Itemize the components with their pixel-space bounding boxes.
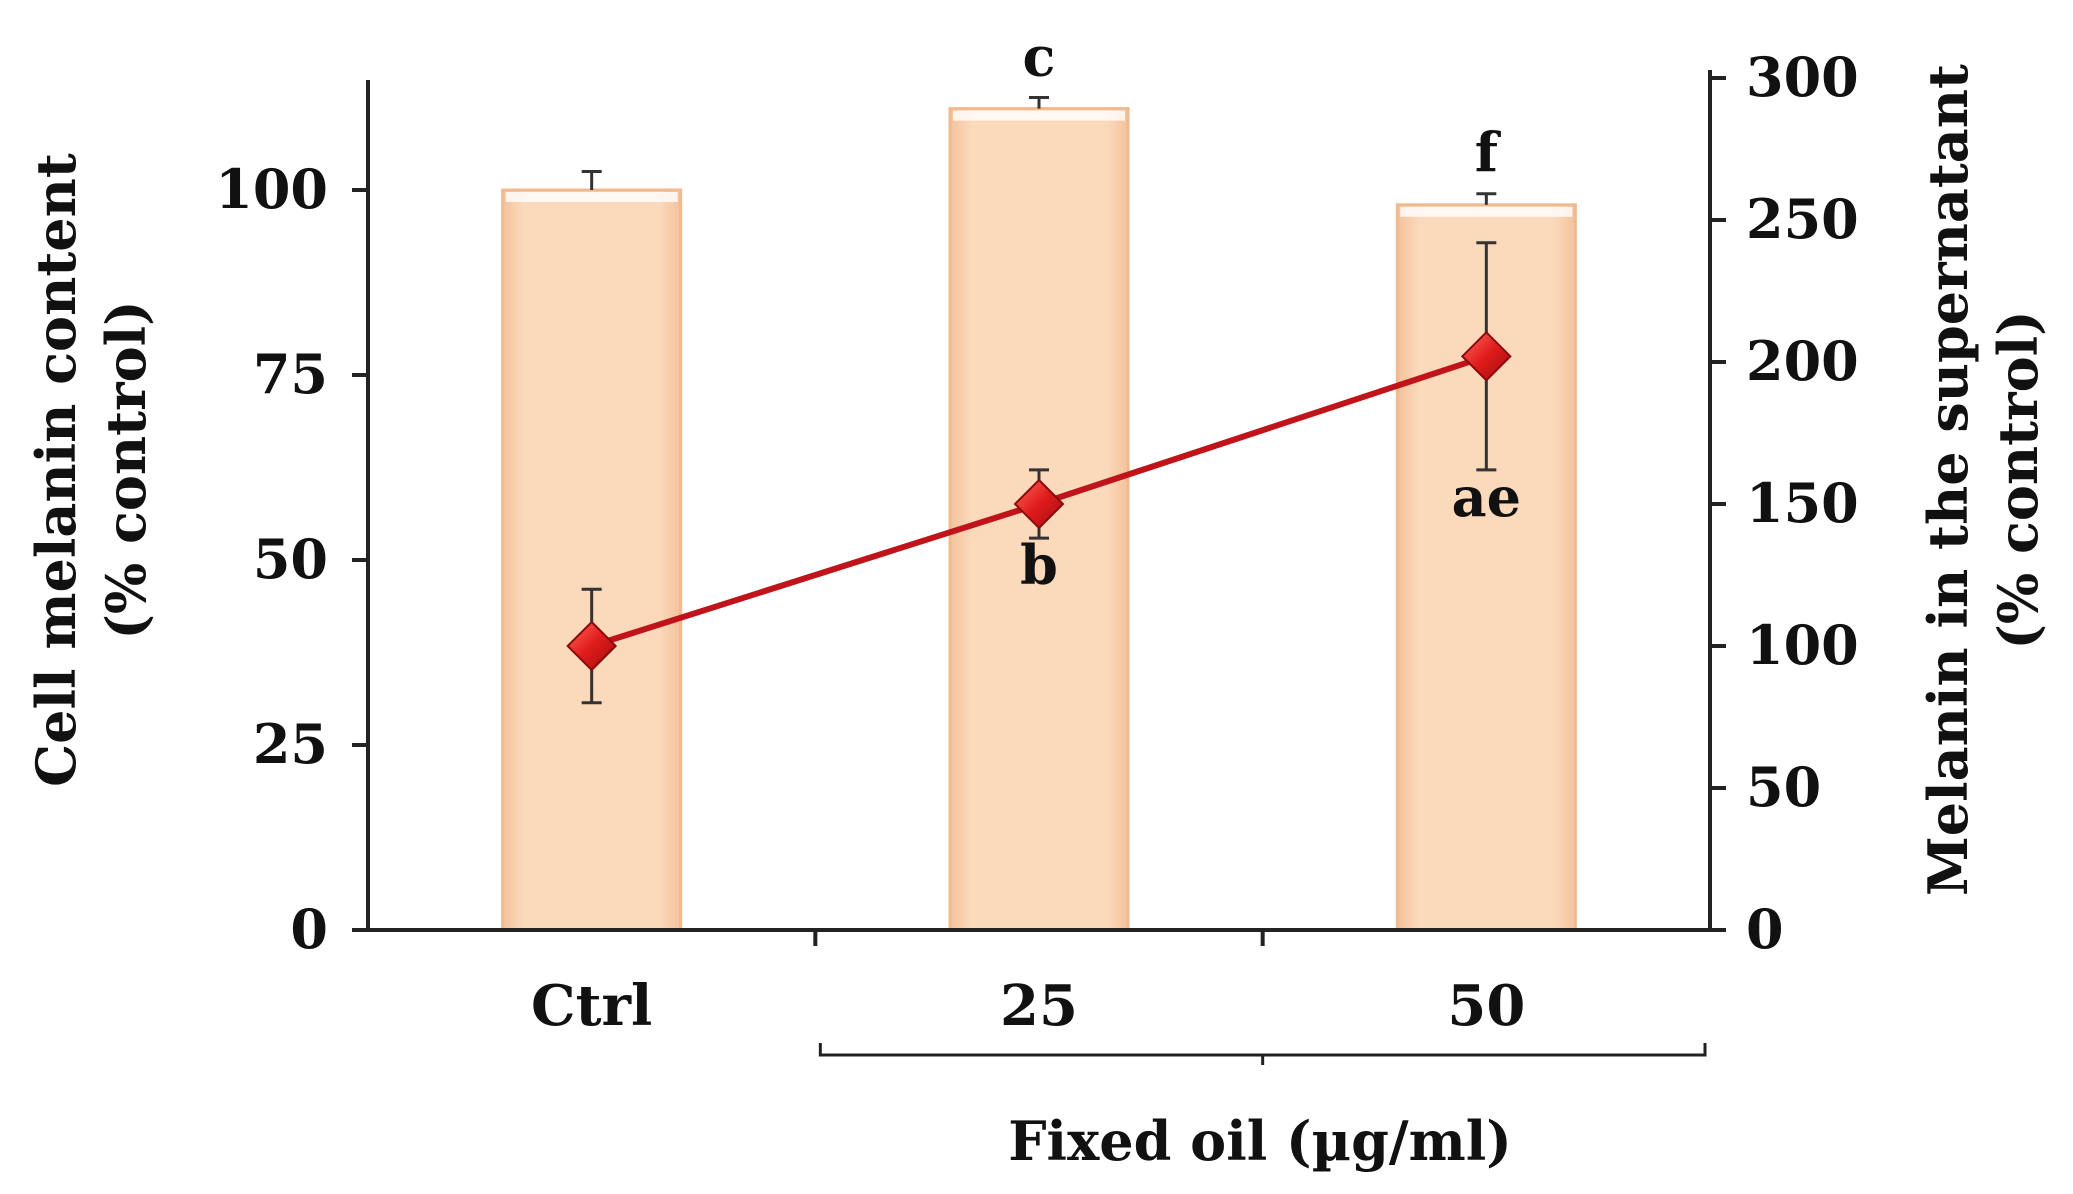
bars-layer xyxy=(501,96,1577,932)
line-annotation-50: ae xyxy=(1452,465,1521,529)
x-axis-title: Fixed oil (µg/ml) xyxy=(1008,1109,1512,1173)
y2-tick-label-200: 200 xyxy=(1746,329,1859,393)
y2-tick-label-150: 150 xyxy=(1746,471,1859,535)
bar-highlight-25 xyxy=(953,110,1125,121)
line-point-25 xyxy=(1013,478,1065,530)
bar-highlight-50 xyxy=(1400,206,1573,217)
bar-highlight-Ctrl xyxy=(505,192,678,202)
line-point-50 xyxy=(1460,330,1512,382)
y2-tick-label-300: 300 xyxy=(1746,45,1859,109)
y-tick-label-100: 100 xyxy=(215,157,328,221)
y2-tick-label-50: 50 xyxy=(1746,755,1821,819)
y-axis-title: Cell melanin content xyxy=(24,153,88,787)
y2-tick-label-0: 0 xyxy=(1746,897,1784,961)
y-axis-title-unit: (% control) xyxy=(94,300,158,639)
line-point-Ctrl xyxy=(566,620,618,672)
y-tick-label-0: 0 xyxy=(290,897,328,961)
x-tick-label-Ctrl: Ctrl xyxy=(531,973,652,1039)
y-tick-label-25: 25 xyxy=(253,712,328,776)
x-group-bracket xyxy=(818,1043,1707,1057)
bar-annotation-25: c xyxy=(1023,25,1056,89)
y2-tick-label-250: 250 xyxy=(1746,187,1859,251)
line-series-layer xyxy=(566,241,1512,705)
line-annotation-25: b xyxy=(1020,533,1058,597)
x-tick-label-50: 50 xyxy=(1447,973,1525,1039)
y2-axis-title-unit: (% control) xyxy=(1986,310,2050,649)
y2-axis-title: Melanin in the supernatant xyxy=(1916,64,1980,896)
axes-layer xyxy=(352,70,1726,1065)
y-tick-label-50: 50 xyxy=(253,527,328,591)
labels-layer: Fixed oil (µg/ml) Cell melanin content (… xyxy=(24,25,2050,1174)
x-tick-label-25: 25 xyxy=(1000,973,1078,1039)
y2-tick-label-100: 100 xyxy=(1746,613,1859,677)
y-tick-label-75: 75 xyxy=(253,342,328,406)
bar-Ctrl xyxy=(501,188,683,932)
bar-annotation-50: f xyxy=(1475,121,1502,185)
